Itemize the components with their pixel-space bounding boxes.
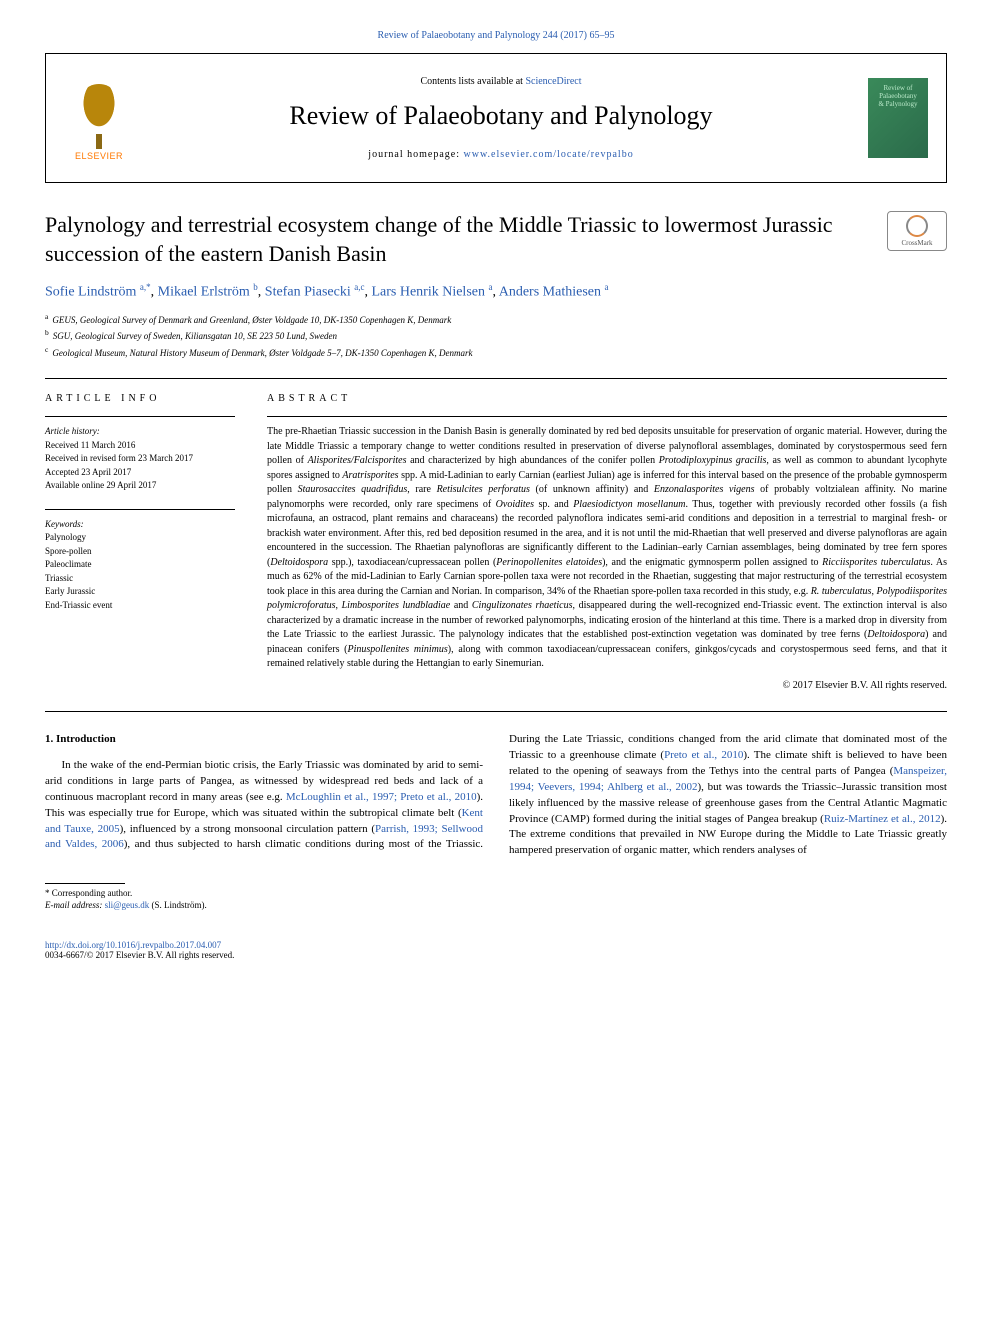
separator — [267, 416, 947, 417]
keyword: Paleoclimate — [45, 558, 235, 572]
affiliation: aGEUS, Geological Survey of Denmark and … — [45, 311, 947, 328]
history-line: Received in revised form 23 March 2017 — [45, 452, 235, 466]
crossmark-badge[interactable]: CrossMark — [887, 211, 947, 251]
elsevier-logo: ELSEVIER — [64, 76, 134, 161]
cover-line: Review of — [871, 84, 925, 92]
history-line: Received 11 March 2016 — [45, 439, 235, 453]
history-line: Available online 29 April 2017 — [45, 479, 235, 493]
keyword: Palynology — [45, 531, 235, 545]
article-info-header: article info — [45, 393, 235, 404]
elsevier-label: ELSEVIER — [75, 151, 123, 161]
ref-link[interactable]: Manspeizer, 1994; Veevers, 1994; Ahlberg… — [509, 765, 947, 793]
separator — [45, 378, 947, 379]
history-line: Accepted 23 April 2017 — [45, 466, 235, 480]
author-list: Sofie Lindström a,*, Mikael Erlström b, … — [45, 282, 947, 301]
keywords-block: Keywords: PalynologySpore-pollenPaleocli… — [45, 518, 235, 613]
author-link[interactable]: Mikael Erlström — [158, 285, 250, 300]
ref-link[interactable]: McLoughlin et al., 1997; Preto et al., 2… — [286, 791, 477, 803]
crossmark-icon — [906, 215, 928, 237]
elsevier-tree-icon — [75, 84, 123, 139]
sciencedirect-link[interactable]: ScienceDirect — [525, 76, 581, 87]
author-link[interactable]: Lars Henrik Nielsen — [371, 285, 485, 300]
keyword: End-Triassic event — [45, 599, 235, 613]
article-info: article info Article history: Received 1… — [45, 393, 235, 691]
affiliation: bSGU, Geological Survey of Sweden, Kilia… — [45, 327, 947, 344]
journal-name: Review of Palaeobotany and Palynology — [154, 101, 848, 131]
email-author: (S. Lindström). — [149, 900, 207, 910]
email-link[interactable]: sli@geus.dk — [105, 900, 150, 910]
corresponding-author: * Corresponding author. — [45, 888, 947, 898]
journal-cover-thumb: Review of Palaeobotany & Palynology — [868, 78, 928, 158]
author-link[interactable]: Sofie Lindström — [45, 285, 136, 300]
homepage-line: journal homepage: www.elsevier.com/locat… — [154, 149, 848, 160]
separator — [45, 711, 947, 712]
separator — [45, 509, 235, 510]
article-title: Palynology and terrestrial ecosystem cha… — [45, 211, 867, 268]
keyword: Spore-pollen — [45, 545, 235, 559]
cover-line: & Palynology — [871, 100, 925, 108]
ref-link[interactable]: Ruiz-Martínez et al., 2012 — [824, 813, 941, 825]
body-text: 1. Introduction In the wake of the end-P… — [45, 732, 947, 860]
journal-header: ELSEVIER Contents lists available at Sci… — [45, 53, 947, 183]
section-heading: 1. Introduction — [45, 732, 483, 748]
email-line: E-mail address: sli@geus.dk (S. Lindströ… — [45, 900, 947, 910]
contents-prefix: Contents lists available at — [420, 76, 525, 87]
citation-bar: Review of Palaeobotany and Palynology 24… — [45, 30, 947, 41]
history-label: Article history: — [45, 425, 235, 439]
contents-line: Contents lists available at ScienceDirec… — [154, 76, 848, 87]
abstract-copyright: © 2017 Elsevier B.V. All rights reserved… — [267, 680, 947, 691]
intro-paragraph: In the wake of the end-Permian biotic cr… — [45, 732, 947, 860]
ref-link[interactable]: Preto et al., 2010 — [664, 749, 743, 761]
abstract-column: abstract The pre-Rhaetian Triassic succe… — [267, 393, 947, 691]
keywords-label: Keywords: — [45, 518, 235, 532]
doi-link[interactable]: http://dx.doi.org/10.1016/j.revpalbo.201… — [45, 940, 221, 950]
keyword: Triassic — [45, 572, 235, 586]
footnote-rule — [45, 883, 125, 884]
abstract-text: The pre-Rhaetian Triassic succession in … — [267, 425, 947, 672]
email-label: E-mail address: — [45, 900, 105, 910]
crossmark-label: CrossMark — [901, 239, 932, 247]
homepage-prefix: journal homepage: — [368, 149, 463, 160]
footer-block: * Corresponding author. E-mail address: … — [45, 883, 947, 910]
homepage-link[interactable]: www.elsevier.com/locate/revpalbo — [464, 149, 634, 160]
article-history: Article history: Received 11 March 2016R… — [45, 425, 235, 493]
affiliation-list: aGEUS, Geological Survey of Denmark and … — [45, 311, 947, 361]
keyword: Early Jurassic — [45, 585, 235, 599]
abstract-header: abstract — [267, 393, 947, 404]
affiliation: cGeological Museum, Natural History Muse… — [45, 344, 947, 361]
cover-line: Palaeobotany — [871, 92, 925, 100]
doi-block: http://dx.doi.org/10.1016/j.revpalbo.201… — [45, 940, 947, 960]
author-link[interactable]: Anders Mathiesen — [499, 285, 601, 300]
author-link[interactable]: Stefan Piasecki — [265, 285, 351, 300]
issn-line: 0034-6667/© 2017 Elsevier B.V. All right… — [45, 950, 234, 960]
separator — [45, 416, 235, 417]
citation-link[interactable]: Review of Palaeobotany and Palynology 24… — [378, 30, 615, 41]
